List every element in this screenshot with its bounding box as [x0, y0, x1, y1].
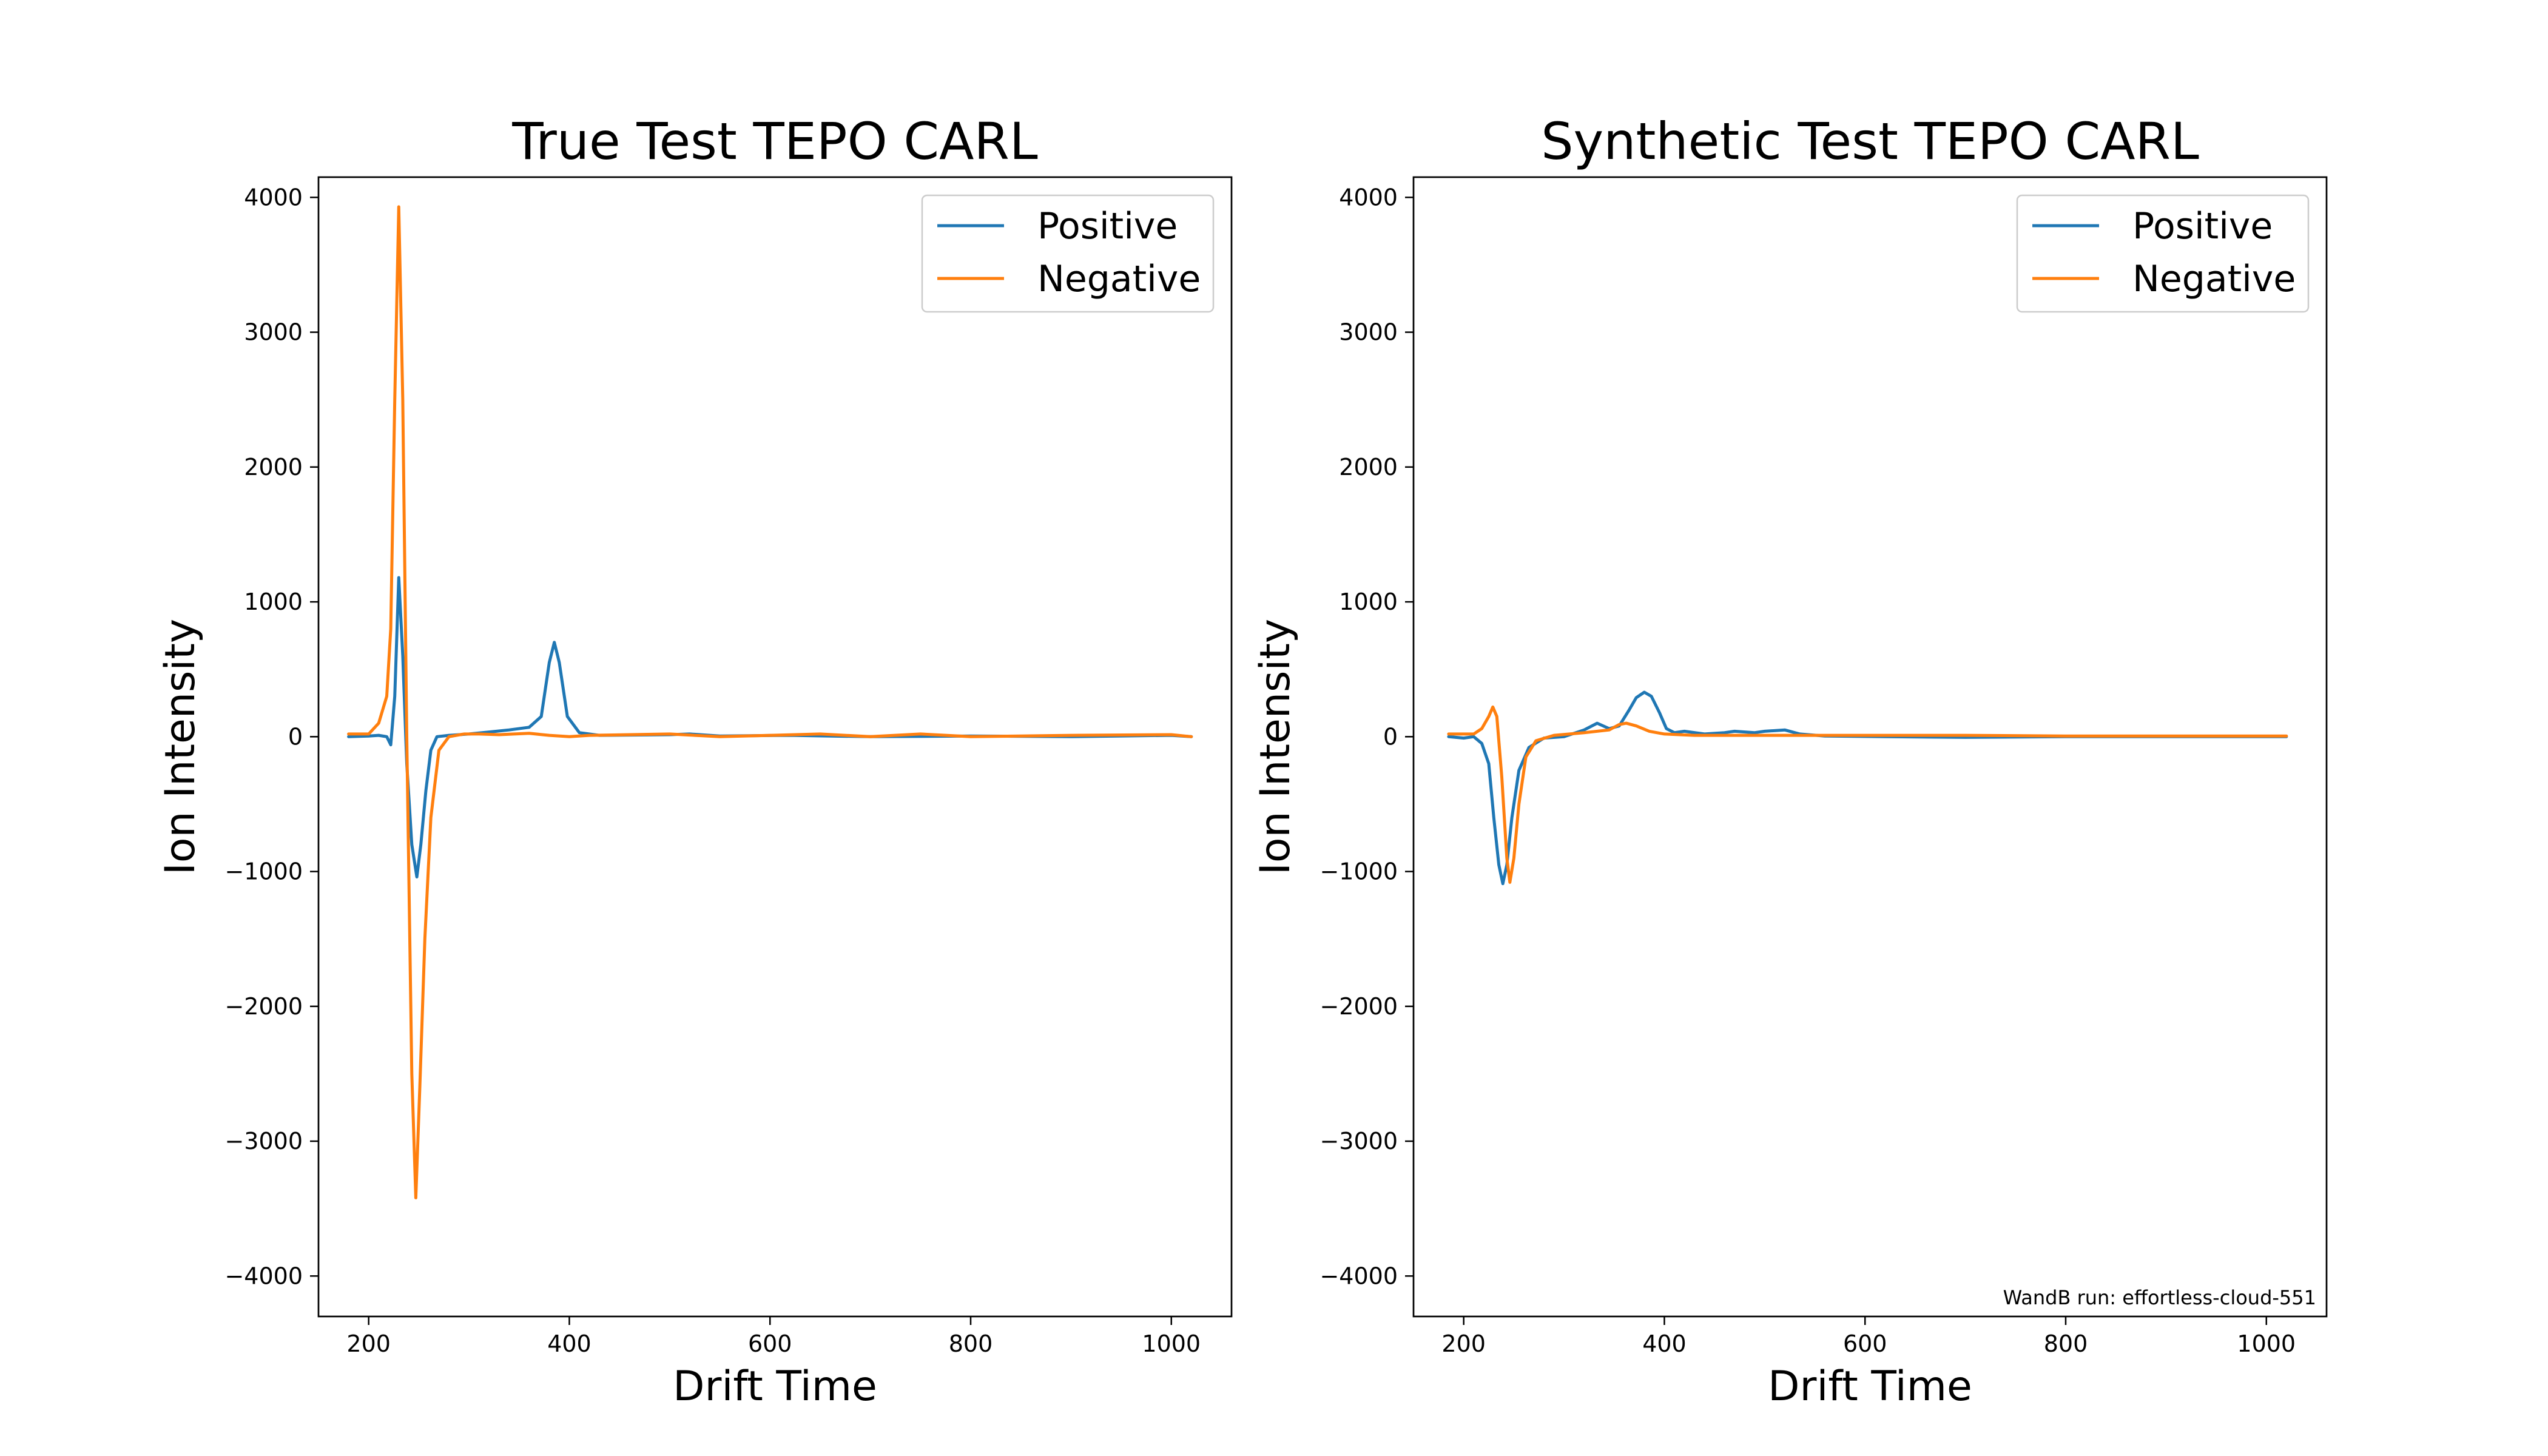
- y-tick-label: −2000: [224, 993, 303, 1020]
- y-tick-label: −1000: [1320, 858, 1398, 885]
- plot-frame: [317, 176, 1233, 1318]
- series-line-negative: [1447, 705, 2288, 884]
- x-axis-label: Drift Time: [673, 1363, 877, 1410]
- series-line-positive: [347, 576, 1193, 878]
- series-line-positive: [1447, 690, 2288, 886]
- chart-panel-1: 200 400 600 800 1000 −4000 −3000 −2000 −1000 0 100…: [157, 112, 1233, 1410]
- x-tick-label: 200: [346, 1330, 391, 1357]
- y-tick-label: 0: [1383, 723, 1398, 750]
- y-tick-label: 2000: [1339, 454, 1398, 480]
- run-annotation: WandB run: effortless-cloud-551: [2003, 1286, 2316, 1309]
- y-tick-label: 4000: [1339, 184, 1398, 211]
- legend-label-negative: Negative: [1037, 258, 1201, 300]
- y-tick-label: 3000: [1339, 319, 1398, 346]
- y-axis-label: Ion Intensity: [157, 619, 204, 875]
- x-tick-label: 600: [748, 1330, 792, 1357]
- plot-frame: [1412, 176, 2328, 1318]
- y-tick-label: −4000: [1320, 1262, 1398, 1289]
- chart-title: Synthetic Test TEPO CARL: [1541, 112, 2199, 171]
- y-tick-label: −2000: [1320, 993, 1398, 1020]
- x-tick-label: 600: [1843, 1330, 1887, 1357]
- x-tick-label: 800: [949, 1330, 993, 1357]
- series-group: [347, 205, 1193, 1199]
- y-tick-label: 1000: [1339, 588, 1398, 615]
- y-tick-label: 3000: [244, 319, 303, 346]
- y-tick-label: −3000: [224, 1128, 303, 1154]
- y-tick-label: 4000: [244, 184, 303, 211]
- legend-label-negative: Negative: [2132, 258, 2296, 300]
- y-tick-label: −3000: [1320, 1128, 1398, 1154]
- y-axis-label: Ion Intensity: [1252, 619, 1299, 875]
- series-line-negative: [347, 205, 1193, 1199]
- x-tick-label: 400: [1642, 1330, 1687, 1357]
- series-group: [1447, 690, 2288, 886]
- legend-label-positive: Positive: [2132, 205, 2273, 248]
- x-tick-label: 1000: [2237, 1330, 2296, 1357]
- y-tick-label: 2000: [244, 454, 303, 480]
- chart-panel-2: 200 400 600 800 1000 −4000 −3000 −2000 −1000 0 100…: [1252, 112, 2328, 1410]
- x-tick-label: 400: [547, 1330, 592, 1357]
- x-tick-label: 200: [1441, 1330, 1486, 1357]
- legend: Positive Negative: [2016, 194, 2310, 313]
- chart-title: True Test TEPO CARL: [511, 112, 1038, 171]
- y-tick-label: −1000: [224, 858, 303, 885]
- legend: Positive Negative: [921, 194, 1215, 313]
- x-tick-label: 1000: [1142, 1330, 1201, 1357]
- x-axis-label: Drift Time: [1768, 1363, 1972, 1410]
- legend-label-positive: Positive: [1037, 205, 1178, 248]
- y-tick-label: 1000: [244, 588, 303, 615]
- y-tick-label: −4000: [224, 1262, 303, 1289]
- y-tick-label: 0: [288, 723, 303, 750]
- x-tick-label: 800: [2044, 1330, 2088, 1357]
